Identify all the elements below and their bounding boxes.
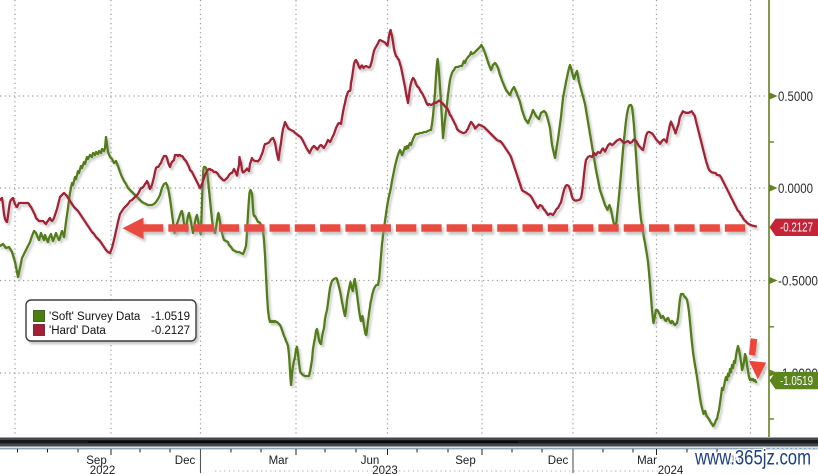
svg-text:Jun: Jun <box>361 455 380 467</box>
svg-text:-0.2127: -0.2127 <box>780 221 813 235</box>
svg-text:Sep: Sep <box>455 455 475 467</box>
svg-text:-1.0519: -1.0519 <box>780 374 813 388</box>
svg-text:www.365jz.com: www.365jz.com <box>694 447 811 470</box>
svg-text:'Soft' Survey Data: 'Soft' Survey Data <box>49 311 141 323</box>
svg-text:-1.0519: -1.0519 <box>151 311 190 323</box>
svg-text:Sep: Sep <box>86 455 106 467</box>
svg-text:2022: 2022 <box>90 465 116 474</box>
svg-text:2023: 2023 <box>372 465 398 474</box>
svg-text:0.5000: 0.5000 <box>778 89 813 104</box>
svg-text:-0.2127: -0.2127 <box>151 325 190 337</box>
svg-text:Dec: Dec <box>548 455 569 467</box>
svg-text:Dec: Dec <box>175 455 196 467</box>
svg-text:2024: 2024 <box>658 465 684 474</box>
svg-text:'Hard' Data: 'Hard' Data <box>49 325 106 337</box>
svg-text:0.0000: 0.0000 <box>778 181 813 196</box>
svg-text:Mar: Mar <box>269 455 289 467</box>
svg-text:Mar: Mar <box>637 455 657 467</box>
svg-text:-0.5000: -0.5000 <box>778 273 818 288</box>
svg-text:Jun: Jun <box>729 455 748 467</box>
